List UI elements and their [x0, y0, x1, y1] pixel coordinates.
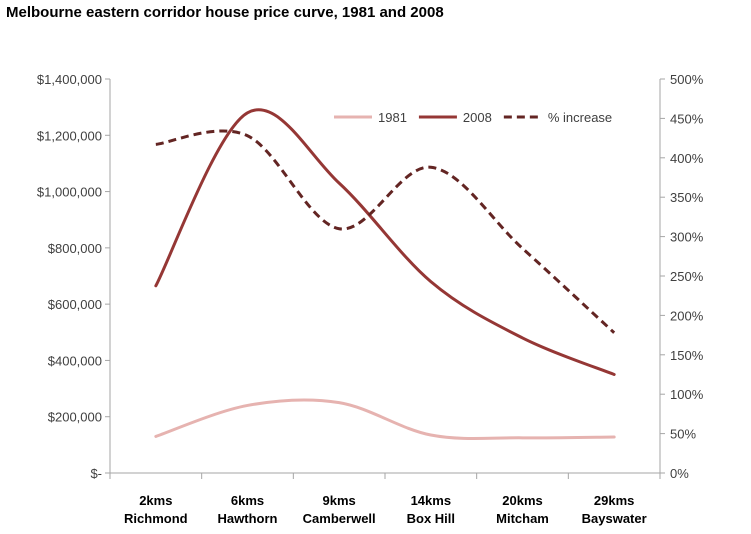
series-layer: [154, 108, 616, 440]
x-tick-label-line: Camberwell: [303, 511, 376, 526]
y-right-tick-label: 350%: [670, 190, 704, 205]
legend-label: 1981: [378, 110, 407, 125]
x-tick-label-line: 20kms: [502, 493, 542, 508]
x-tick-label-line: Richmond: [124, 511, 188, 526]
series-line-1981: [154, 398, 616, 440]
series-line-increase: [155, 129, 616, 334]
legend-label: % increase: [548, 110, 612, 125]
y-right-tick-label: 250%: [670, 269, 704, 284]
legend-label: 2008: [463, 110, 492, 125]
x-tick-label-line: 6kms: [231, 493, 264, 508]
x-tick-label-line: Box Hill: [407, 511, 455, 526]
x-tick-label: 20kms Mitcham: [496, 493, 549, 526]
y-left-tick-label: $1,400,000: [37, 72, 102, 87]
y-right-tick-label: 450%: [670, 111, 704, 126]
y-right-tick-label: 400%: [670, 151, 704, 166]
x-tick-label-line: 2kms: [139, 493, 172, 508]
x-tick-label-line: 14kms: [411, 493, 451, 508]
x-tick-label: 2kms Richmond: [124, 493, 188, 526]
y-right-tick-label: 150%: [670, 348, 704, 363]
y-right-tick-label: 200%: [670, 308, 704, 323]
series-line-2008: [154, 108, 616, 376]
x-tick-label-line: Mitcham: [496, 511, 549, 526]
y-left-tick-label: $600,000: [48, 297, 102, 312]
x-tick-label: 29kms Bayswater: [582, 493, 647, 526]
y-right-tick-label: 100%: [670, 387, 704, 402]
y-right-tick-label: 300%: [670, 230, 704, 245]
x-tick-label-line: 9kms: [323, 493, 356, 508]
y-left-tick-label: $1,000,000: [37, 185, 102, 200]
x-tick-label: 6kms Hawthorn: [218, 493, 278, 526]
chart-title: Melbourne eastern corridor house price c…: [6, 4, 444, 21]
y-right-tick-label: 50%: [670, 427, 696, 442]
x-tick-label-line: Bayswater: [582, 511, 647, 526]
x-tick-label-line: 29kms: [594, 493, 634, 508]
legend: 1981 2008 % increase: [334, 110, 612, 125]
y-right-tick-label: 0%: [670, 466, 689, 481]
y-left-tick-label: $1,200,000: [37, 128, 102, 143]
axes: $- $200,000 $400,000 $600,000 $800,000 $1,000…: [37, 72, 704, 526]
x-tick-label-line: Hawthorn: [218, 511, 278, 526]
x-tick-label: 14kms Box Hill: [407, 493, 455, 526]
x-tick-label: 9kms Camberwell: [303, 493, 376, 526]
y-left-tick-label: $-: [90, 466, 102, 481]
y-left-tick-label: $400,000: [48, 353, 102, 368]
y-right-tick-label: 500%: [670, 72, 704, 87]
y-left-tick-label: $800,000: [48, 241, 102, 256]
y-left-tick-label: $200,000: [48, 410, 102, 425]
